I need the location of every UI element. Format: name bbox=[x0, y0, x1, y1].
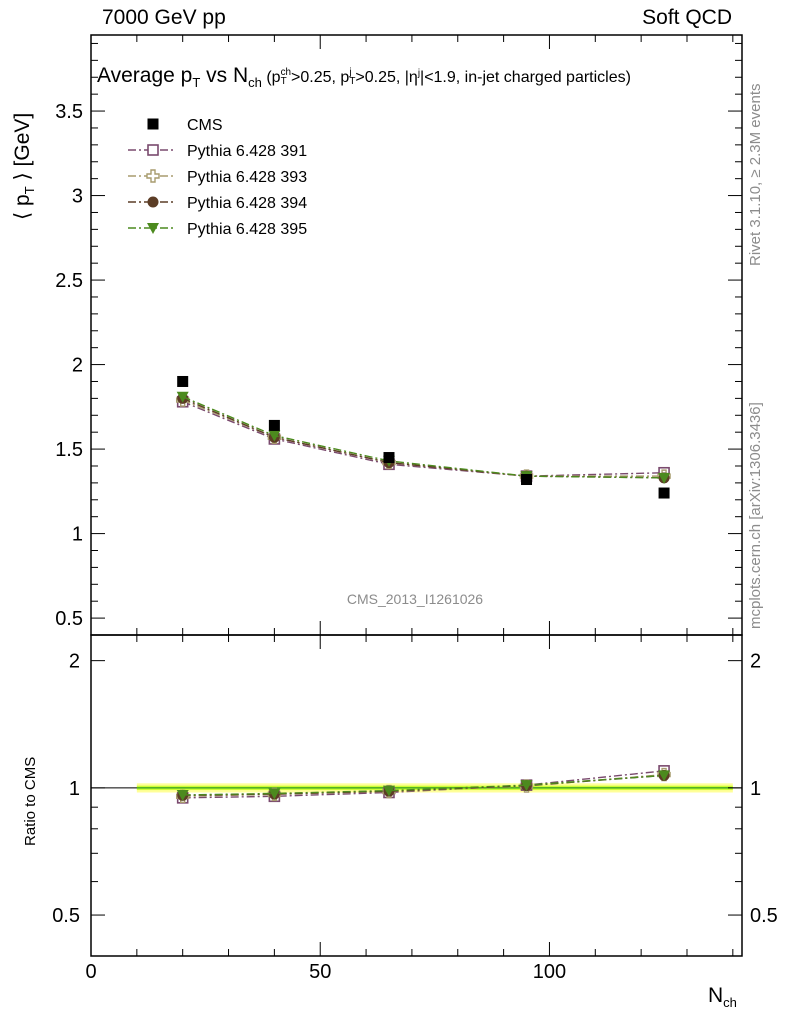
y-tick-label: 0.5 bbox=[55, 608, 83, 630]
legend-label: Pythia 6.428 395 bbox=[187, 221, 307, 238]
y-tick-label: 1 bbox=[72, 524, 83, 546]
series-line-main-3 bbox=[182, 397, 665, 479]
y-axis-label-main: ⟨ pT ⟩ [GeV] bbox=[10, 112, 37, 220]
y-axis-label-ratio: Ratio to CMS bbox=[22, 756, 39, 846]
series-line-ratio-4 bbox=[182, 774, 665, 796]
legend-marker bbox=[147, 144, 159, 156]
ratio-panel-frame bbox=[90, 634, 743, 957]
ylabel-main-close: ⟩ [GeV] bbox=[11, 112, 34, 187]
mcplots-label: mcplots.cern.ch [arXiv:1306.3436] bbox=[747, 402, 764, 629]
legend-marker bbox=[147, 118, 159, 130]
x-tick-label: 100 bbox=[533, 961, 566, 983]
ratio-y-tick-label-right: 2 bbox=[750, 651, 761, 673]
legend-label: Pythia 6.428 393 bbox=[187, 169, 307, 186]
analysis-id-label: CMS_2013_I1261026 bbox=[347, 591, 483, 607]
title-main-sub: T bbox=[192, 74, 201, 90]
ylabel-main-sub: T bbox=[21, 186, 37, 195]
ylabel-main-open: ⟨ p bbox=[11, 194, 34, 220]
title-pj-sup: j bbox=[349, 66, 352, 78]
series-line-main-4 bbox=[182, 396, 665, 479]
data-point-main-0 bbox=[177, 375, 189, 387]
ratio-y-tick-label-right: 1 bbox=[750, 778, 761, 800]
title-mid-text: vs N bbox=[200, 64, 249, 87]
ratio-y-tick-label: 1 bbox=[69, 778, 80, 800]
data-point-ratio-4 bbox=[176, 789, 189, 801]
data-point-main-4 bbox=[268, 430, 281, 442]
legend-marker bbox=[147, 196, 159, 208]
y-tick-label: 2.5 bbox=[55, 270, 83, 292]
data-point-ratio-4 bbox=[658, 770, 671, 782]
title-eta-sup: j bbox=[417, 68, 421, 80]
data-point-main-0 bbox=[268, 419, 280, 431]
title-pj-rest: >0.25, |η bbox=[355, 69, 418, 86]
title-mid-sub: ch bbox=[248, 74, 262, 90]
ratio-y-tick-label: 2 bbox=[69, 651, 80, 673]
title-pch-sub: T bbox=[280, 75, 287, 87]
x-axis-label: Nch bbox=[708, 984, 737, 1010]
legend-label: CMS bbox=[187, 117, 223, 134]
title-eta-rest: |<1.9, in-jet charged particles) bbox=[420, 69, 631, 86]
legend-label: Pythia 6.428 391 bbox=[187, 143, 307, 160]
series-line-main-1 bbox=[182, 401, 665, 477]
y-tick-label: 3 bbox=[72, 186, 83, 208]
y-tick-label: 2 bbox=[72, 355, 83, 377]
data-point-main-4 bbox=[658, 472, 671, 484]
title-pj-sub: T bbox=[349, 75, 356, 87]
data-point-ratio-4 bbox=[268, 788, 281, 800]
data-point-main-0 bbox=[383, 452, 395, 464]
legend-label: Pythia 6.428 394 bbox=[187, 195, 307, 212]
series-line-ratio-1 bbox=[182, 770, 665, 799]
data-point-main-0 bbox=[658, 487, 670, 499]
legend-marker bbox=[147, 223, 159, 234]
process-label: Soft QCD bbox=[642, 6, 732, 29]
legend-marker bbox=[146, 169, 160, 183]
xlabel-sub: ch bbox=[723, 994, 737, 1010]
title-main-text: Average p bbox=[97, 64, 193, 87]
data-point-ratio-4 bbox=[382, 785, 395, 797]
ratio-y-tick-label: 0.5 bbox=[52, 905, 80, 927]
data-point-main-0 bbox=[521, 474, 533, 486]
title-cut-open: (p bbox=[261, 69, 281, 86]
xlabel-main: N bbox=[708, 984, 724, 1007]
x-tick-label: 50 bbox=[309, 961, 331, 983]
rivet-version-label: Rivet 3.1.10, ≥ 2.3M events bbox=[747, 83, 764, 267]
y-tick-label: 3.5 bbox=[55, 101, 83, 123]
plot-title: Average pT vs Nch (pch T >0.25, pj T>0.25, … bbox=[97, 64, 631, 90]
title-pch-rest: >0.25, p bbox=[291, 69, 350, 86]
ratio-y-tick-label-right: 0.5 bbox=[750, 905, 778, 927]
data-point-ratio-4 bbox=[520, 780, 533, 792]
energy-label: 7000 GeV pp bbox=[102, 6, 226, 29]
x-tick-label: 0 bbox=[85, 961, 96, 983]
y-tick-label: 1.5 bbox=[55, 439, 83, 461]
data-point-main-4 bbox=[176, 391, 189, 403]
title-pch-sup: ch bbox=[280, 66, 292, 78]
